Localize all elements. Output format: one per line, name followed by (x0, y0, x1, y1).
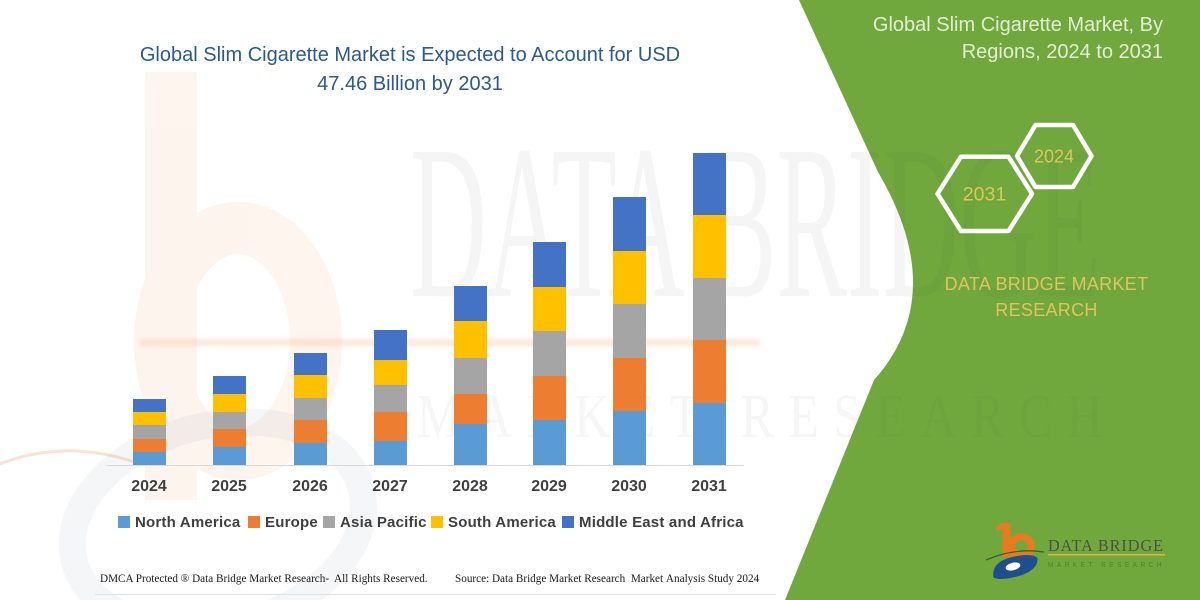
svg-text:DATA BRIDGE: DATA BRIDGE (1048, 536, 1164, 555)
svg-text:2024: 2024 (1034, 147, 1074, 167)
svg-text:DATA BRIDGE: DATA BRIDGE (410, 100, 1101, 344)
svg-text:MARKET RESEARCH: MARKET RESEARCH (1048, 560, 1165, 569)
svg-text:2031: 2031 (963, 184, 1006, 206)
svg-text:MARKET RESEARCH: MARKET RESEARCH (417, 383, 1117, 451)
